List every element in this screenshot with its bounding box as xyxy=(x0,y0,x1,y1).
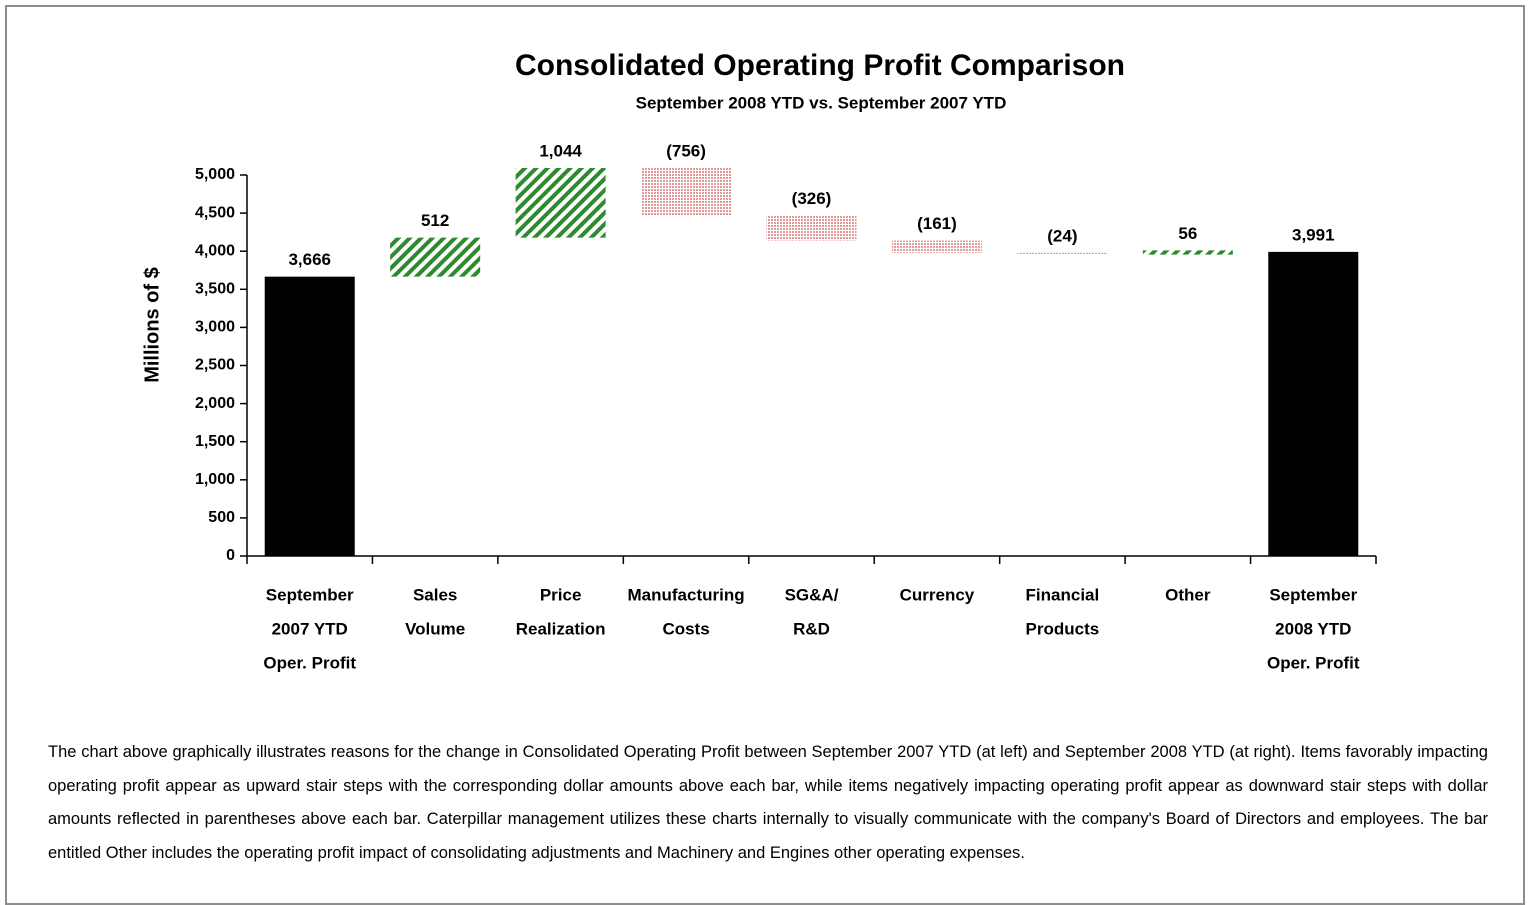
y-tick-label: 1,500 xyxy=(195,433,235,450)
x-tick-label: Products xyxy=(1026,619,1100,638)
value-label: (326) xyxy=(792,189,832,208)
increase-bar xyxy=(1142,250,1233,255)
y-tick-label: 500 xyxy=(208,509,235,526)
decrease-bar xyxy=(766,215,857,241)
total-bar xyxy=(264,276,355,556)
y-tick-label: 3,500 xyxy=(195,281,235,298)
value-label: (756) xyxy=(666,141,706,160)
x-tick-label: R&D xyxy=(793,619,830,638)
x-tick-label: Financial xyxy=(1026,585,1100,604)
x-tick-label: Oper. Profit xyxy=(263,653,356,672)
x-tick-label: Realization xyxy=(516,619,606,638)
bars xyxy=(264,168,1359,556)
y-tick-label: 2,000 xyxy=(195,395,235,412)
y-tick-label: 4,500 xyxy=(195,204,235,221)
y-tick-label: 3,000 xyxy=(195,319,235,336)
x-tick-label: Volume xyxy=(405,619,465,638)
value-label: 1,044 xyxy=(539,141,582,160)
chart-title: Consolidated Operating Profit Comparison xyxy=(515,49,1125,82)
chart-subtitle: September 2008 YTD vs. September 2007 YT… xyxy=(636,93,1007,112)
x-tick-label: Oper. Profit xyxy=(1267,653,1360,672)
value-label: 3,991 xyxy=(1292,225,1335,244)
value-label: 56 xyxy=(1178,224,1197,243)
value-label: 3,666 xyxy=(288,250,331,269)
chart: Consolidated Operating Profit Comparison… xyxy=(141,49,1377,672)
total-bar xyxy=(1268,251,1359,556)
x-tick-label: Price xyxy=(540,585,582,604)
y-tick-label: 4,000 xyxy=(195,242,235,259)
decrease-bar xyxy=(891,240,982,253)
description: The chart above graphically illustrates … xyxy=(48,743,1488,862)
decrease-bar xyxy=(1017,252,1108,255)
value-label: 512 xyxy=(421,211,449,230)
x-tick-label: Other xyxy=(1165,585,1211,604)
x-tick-label: Costs xyxy=(662,619,709,638)
x-tick-label: September xyxy=(1269,585,1357,604)
x-tick-label: Currency xyxy=(900,585,975,604)
x-tick-label: 2008 YTD xyxy=(1275,619,1351,638)
y-tick-label: 2,500 xyxy=(195,357,235,374)
x-tick-label: Sales xyxy=(413,585,457,604)
y-axis-label: Millions of $ xyxy=(141,267,163,383)
y-tick-label: 0 xyxy=(226,547,235,564)
y-tick-label: 5,000 xyxy=(195,166,235,183)
x-tick-label: September xyxy=(266,585,354,604)
value-label: (24) xyxy=(1047,226,1077,245)
increase-bar xyxy=(390,237,481,277)
value-label: (161) xyxy=(917,214,957,233)
x-tick-label: Manufacturing xyxy=(628,585,745,604)
y-tick-label: 1,000 xyxy=(195,471,235,488)
x-tick-label: 2007 YTD xyxy=(272,619,348,638)
decrease-bar xyxy=(641,168,732,216)
increase-bar xyxy=(515,168,606,238)
x-tick-label: SG&A/ xyxy=(785,585,839,604)
